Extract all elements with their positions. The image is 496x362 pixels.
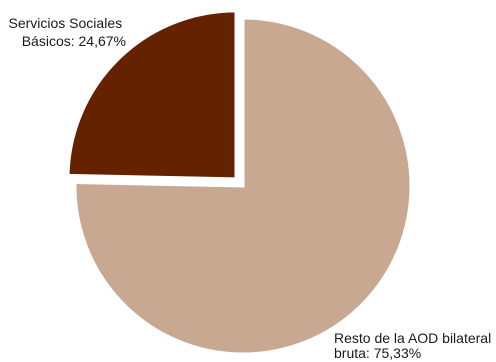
slice-label-servicios-sociales-line1: Servicios Sociales (9, 15, 123, 31)
slice-label-resto-aod: Resto de la AOD bilateral bruta: 75,33% (334, 330, 495, 361)
pie-slices (66, 9, 413, 356)
slice-label-servicios-sociales-line2: Básicos: 24,67% (22, 33, 126, 49)
slice-label-resto-aod-line1: Resto de la AOD bilateral (334, 330, 491, 346)
pie-slice-resto-aod (73, 16, 413, 356)
slice-label-resto-aod-line2: bruta: 75,33% (334, 345, 421, 361)
slice-label-servicios-sociales: Servicios Sociales Básicos: 24,67% (9, 15, 127, 49)
pie-slice-servicios-sociales (66, 9, 238, 181)
